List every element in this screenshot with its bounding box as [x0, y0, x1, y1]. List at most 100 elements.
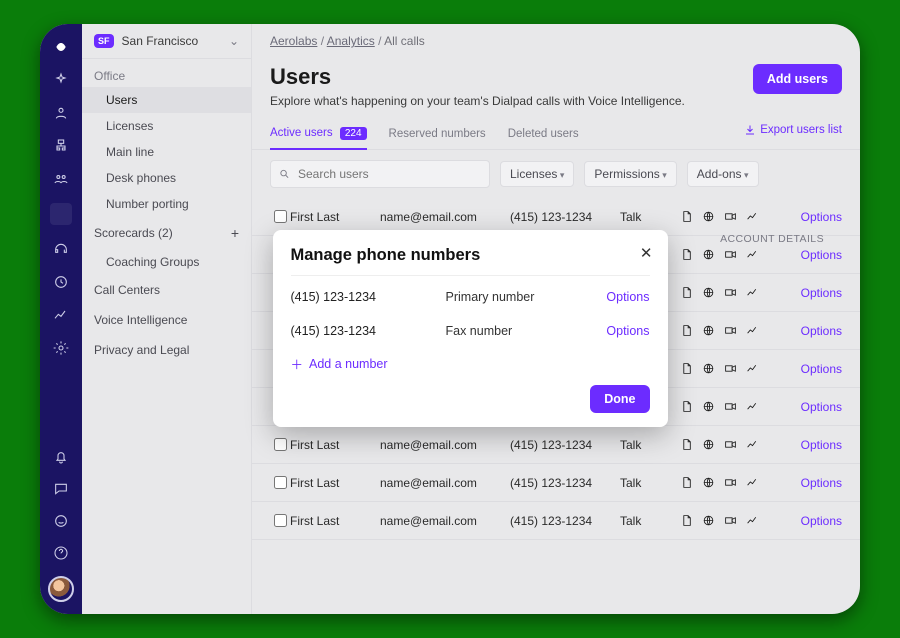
- file-icon: [680, 210, 693, 223]
- row-icons: [680, 514, 759, 527]
- video-icon: [724, 400, 737, 413]
- chevron-down-icon: ⌄: [229, 34, 239, 48]
- globe-icon: [702, 248, 715, 261]
- crumb-analytics[interactable]: Analytics: [327, 34, 375, 48]
- globe-icon: [702, 286, 715, 299]
- file-icon: [680, 286, 693, 299]
- avatar[interactable]: [48, 576, 74, 602]
- sparkle-icon[interactable]: [52, 71, 70, 89]
- sidebar-item-mainline[interactable]: Main line: [82, 139, 251, 165]
- crumb-aerolabs[interactable]: Aerolabs: [270, 34, 317, 48]
- row-options-link[interactable]: Options: [782, 286, 842, 300]
- row-name: First Last: [290, 210, 380, 224]
- smile-icon[interactable]: [52, 512, 70, 530]
- row-plan: Talk: [620, 514, 680, 528]
- gear-icon[interactable]: [52, 339, 70, 357]
- video-icon: [724, 514, 737, 527]
- user-icon[interactable]: [52, 104, 70, 122]
- table-header-account-details: ACCOUNT DETAILS: [720, 233, 824, 245]
- group-icon[interactable]: [52, 170, 70, 188]
- modal-number: (415) 123-1234: [291, 324, 446, 338]
- row-email: name@email.com: [380, 210, 510, 224]
- location-name: San Francisco: [122, 34, 199, 48]
- file-icon: [680, 324, 693, 337]
- row-checkbox[interactable]: [274, 210, 287, 223]
- table-row[interactable]: First Last name@email.com (415) 123-1234…: [252, 426, 860, 464]
- globe-icon: [702, 476, 715, 489]
- table-row[interactable]: First Last name@email.com (415) 123-1234…: [252, 464, 860, 502]
- filter-licenses[interactable]: Licenses: [500, 161, 574, 187]
- file-icon: [680, 476, 693, 489]
- divider: [291, 275, 650, 276]
- add-users-button[interactable]: Add users: [753, 64, 842, 94]
- page-title: Users: [270, 64, 685, 90]
- modal-row-options[interactable]: Options: [606, 324, 649, 338]
- row-options-link[interactable]: Options: [782, 438, 842, 452]
- file-icon: [680, 438, 693, 451]
- filter-addons[interactable]: Add-ons: [687, 161, 759, 187]
- table-row[interactable]: First Last name@email.com (415) 123-1234…: [252, 502, 860, 540]
- search-input[interactable]: [296, 166, 481, 182]
- tab-deleted[interactable]: Deleted users: [508, 119, 579, 149]
- tab-active-users[interactable]: Active users 224: [270, 118, 367, 150]
- org-icon[interactable]: [52, 137, 70, 155]
- row-email: name@email.com: [380, 514, 510, 528]
- filter-bar: Licenses Permissions Add-ons: [252, 150, 860, 198]
- globe-icon: [702, 514, 715, 527]
- sidebar-item-users[interactable]: Users: [82, 87, 251, 113]
- modal-row-options[interactable]: Options: [606, 290, 649, 304]
- row-options-link[interactable]: Options: [782, 210, 842, 224]
- rail-selected-slot[interactable]: [50, 203, 72, 225]
- row-name: First Last: [290, 438, 380, 452]
- file-icon: [680, 362, 693, 375]
- add-number-link[interactable]: ＋ Add a number: [291, 348, 650, 375]
- chat-icon[interactable]: [52, 480, 70, 498]
- sidebar-item-callcenters[interactable]: Call Centers: [82, 275, 251, 305]
- globe-icon: [702, 400, 715, 413]
- plus-icon[interactable]: +: [231, 225, 239, 241]
- crumb-current: All calls: [384, 34, 425, 48]
- done-button[interactable]: Done: [590, 385, 649, 413]
- row-icons: [680, 286, 759, 299]
- trend-icon[interactable]: [52, 306, 70, 324]
- headset-icon[interactable]: [52, 240, 70, 258]
- row-checkbox[interactable]: [274, 438, 287, 451]
- clock-icon[interactable]: [52, 273, 70, 291]
- export-link[interactable]: Export users list: [744, 124, 842, 144]
- logo-icon[interactable]: [52, 38, 70, 56]
- row-icons: [680, 248, 759, 261]
- tabs: Active users 224 Reserved numbers Delete…: [252, 118, 860, 150]
- filter-permissions[interactable]: Permissions: [584, 161, 676, 187]
- row-options-link[interactable]: Options: [782, 476, 842, 490]
- sidebar-item-numberporting[interactable]: Number porting: [82, 191, 251, 217]
- help-icon[interactable]: [52, 544, 70, 562]
- bell-icon[interactable]: [52, 448, 70, 466]
- row-checkbox[interactable]: [274, 514, 287, 527]
- row-options-link[interactable]: Options: [782, 514, 842, 528]
- sidebar-item-privacy[interactable]: Privacy and Legal: [82, 335, 251, 365]
- row-icons: [680, 210, 759, 223]
- video-icon: [724, 362, 737, 375]
- row-options-link[interactable]: Options: [782, 324, 842, 338]
- sidebar-item-licenses[interactable]: Licenses: [82, 113, 251, 139]
- sidebar-item-voice[interactable]: Voice Intelligence: [82, 305, 251, 335]
- row-options-link[interactable]: Options: [782, 248, 842, 262]
- row-icons: [680, 400, 759, 413]
- row-options-link[interactable]: Options: [782, 400, 842, 414]
- modal-title: Manage phone numbers: [291, 246, 650, 265]
- tab-reserved[interactable]: Reserved numbers: [389, 119, 486, 149]
- row-options-link[interactable]: Options: [782, 362, 842, 376]
- sidebar-item-deskphones[interactable]: Desk phones: [82, 165, 251, 191]
- sidebar-item-coaching[interactable]: Coaching Groups: [82, 249, 251, 275]
- sidebar-item-scorecards[interactable]: Scorecards (2) +: [82, 217, 251, 249]
- file-icon: [680, 514, 693, 527]
- search-box[interactable]: [270, 160, 490, 188]
- location-picker[interactable]: SF San Francisco ⌄: [82, 24, 251, 59]
- video-icon: [724, 476, 737, 489]
- export-label: Export users list: [760, 124, 842, 136]
- close-icon[interactable]: ✕: [640, 244, 653, 262]
- video-icon: [724, 438, 737, 451]
- trend-icon: [746, 286, 759, 299]
- row-checkbox[interactable]: [274, 476, 287, 489]
- active-count-badge: 224: [340, 127, 367, 140]
